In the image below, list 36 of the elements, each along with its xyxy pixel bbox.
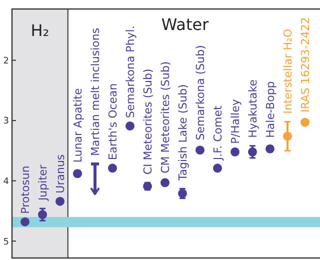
annotation: H₂ [30, 21, 50, 40]
y-tick-label: 4 [3, 176, 10, 187]
point [283, 132, 292, 141]
x-tick-label: Hale-Bopp [264, 81, 277, 138]
x-tick-label: Semarkona (Sub) [194, 45, 207, 140]
x-tick-label: Lunar Apatite [72, 88, 84, 163]
point [126, 121, 134, 130]
point [38, 210, 47, 220]
x-tick-label: CI Meteorites (Sub) [142, 68, 154, 175]
x-tick-label: Semarkona Phyl. [124, 26, 137, 118]
point [230, 147, 240, 156]
y-tick-label: 2 [3, 56, 9, 66]
point [56, 196, 64, 206]
x-tick-label: CM Meteorites (Sub) [159, 61, 172, 174]
point [300, 118, 310, 127]
annotation: Water [161, 15, 210, 34]
point [73, 169, 82, 178]
x-tick-label: IRAS 16293-2422 [299, 17, 312, 113]
point [196, 146, 204, 155]
x-tick-label: Interstellar H₂O [282, 28, 294, 114]
y-tick-label: 3 [3, 116, 9, 127]
x-tick-label: Protosun [19, 166, 32, 214]
x-tick-label: J.F. Comet [212, 104, 224, 162]
x-tick-label: Tagish Lake (Sub) [176, 84, 190, 182]
point [20, 217, 30, 226]
x-tick-label: Jupiter [36, 164, 50, 202]
x-tick-label: P/Halley [229, 98, 242, 144]
point [248, 147, 257, 156]
x-tick-label: Hyakutake [246, 79, 260, 138]
x-tick-label: Uranus [54, 154, 67, 194]
y-tick-label: 5 [3, 237, 9, 248]
point [160, 178, 170, 188]
point [108, 164, 117, 173]
x-tick-label: Martian melt inclusions [89, 28, 102, 156]
point [213, 164, 222, 173]
x-tick-label: Earth's Ocean [106, 83, 120, 160]
